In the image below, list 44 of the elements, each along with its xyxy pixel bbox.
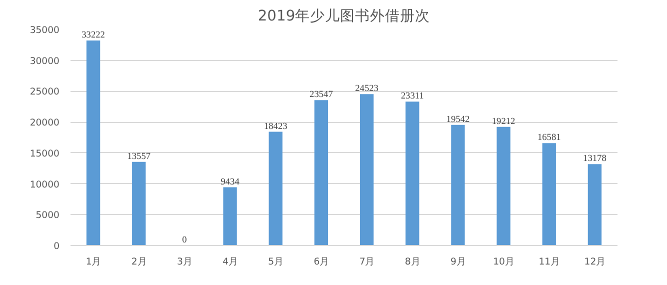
bar [588, 164, 602, 246]
x-tick-label: 2月 [131, 256, 146, 268]
bar [406, 102, 420, 246]
y-tick-label: 0 [54, 241, 60, 252]
bar [314, 100, 328, 246]
data-label: 23547 [310, 90, 334, 100]
data-label: 9434 [220, 177, 240, 188]
bar [360, 94, 374, 246]
data-label: 23311 [400, 92, 424, 102]
data-label: 19542 [446, 114, 470, 125]
y-tick-label: 5000 [36, 210, 60, 222]
data-label: 18423 [264, 122, 288, 132]
x-tick-label: 6月 [314, 256, 329, 268]
bar [451, 124, 465, 246]
x-tick-label: 4月 [222, 256, 238, 268]
x-tick-label: 11月 [538, 256, 560, 268]
bar [496, 126, 510, 246]
x-tick-label: 5月 [268, 256, 284, 268]
x-tick-label: 9月 [450, 256, 466, 268]
data-label: 16581 [537, 133, 562, 144]
y-tick-label: 35000 [30, 25, 60, 36]
y-tick-label: 20000 [30, 118, 60, 129]
x-tick-label: 12月 [584, 256, 606, 268]
x-tick-label: 7月 [359, 256, 374, 268]
bar [268, 132, 282, 246]
bar [223, 187, 237, 246]
x-tick-label: 3月 [176, 256, 192, 268]
data-label: 24523 [355, 84, 379, 94]
data-label: 13557 [127, 152, 151, 162]
x-tick-label: 1月 [86, 256, 101, 268]
data-label: 13178 [583, 154, 607, 164]
bar [86, 40, 100, 246]
y-tick-label: 25000 [30, 86, 60, 98]
bar [132, 162, 146, 246]
data-label: 0 [182, 236, 188, 246]
bar [542, 143, 556, 246]
y-tick-label: 30000 [30, 56, 60, 67]
chart-title: 2019年少儿图书外借册次 [258, 8, 430, 24]
y-tick-label: 10000 [30, 179, 60, 190]
data-label: 33222 [82, 30, 106, 40]
x-tick-label: 10月 [493, 256, 514, 268]
y-tick-label: 15000 [30, 148, 60, 160]
x-tick-label: 8月 [404, 256, 420, 268]
data-label: 19212 [492, 116, 516, 127]
